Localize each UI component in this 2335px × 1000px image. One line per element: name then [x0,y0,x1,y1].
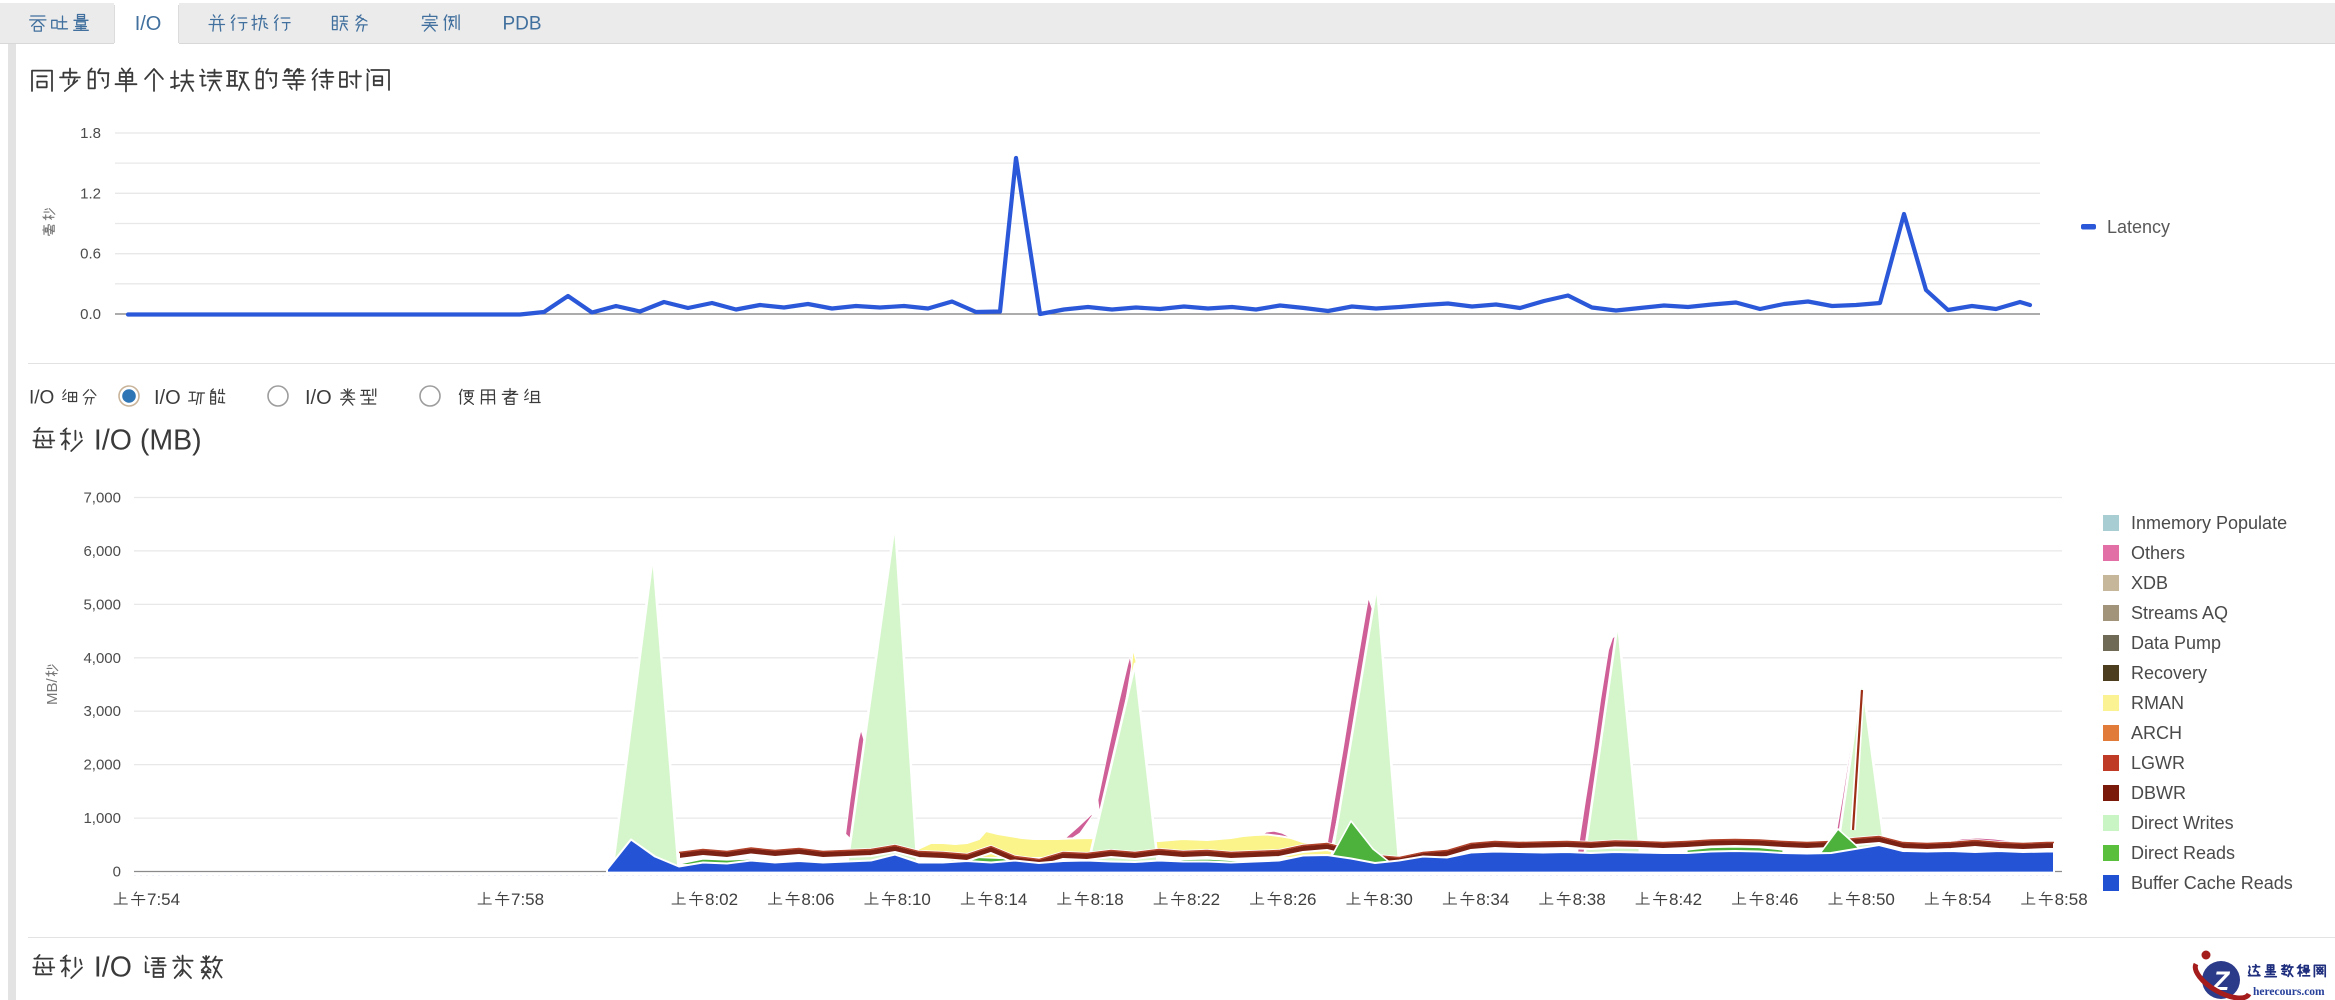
svg-text:Direct Reads: Direct Reads [2131,843,2235,863]
svg-text:0.6: 0.6 [80,246,101,263]
svg-text:8:26: 8:26 [1283,890,1316,909]
svg-text:I/O: I/O [305,387,337,409]
svg-text:8:14: 8:14 [994,890,1027,909]
svg-text:Buffer Cache Reads: Buffer Cache Reads [2131,873,2293,893]
svg-text:I/O: I/O [135,13,162,35]
svg-text:1.8: 1.8 [80,125,101,142]
svg-text:0: 0 [113,864,121,881]
svg-text:7:54: 7:54 [147,890,180,909]
svg-text:8:06: 8:06 [801,890,834,909]
svg-text:8:10: 8:10 [898,890,931,909]
svg-text:1,000: 1,000 [83,810,121,827]
svg-text:5,000: 5,000 [83,596,121,613]
svg-text:8:22: 8:22 [1187,890,1220,909]
svg-text:LGWR: LGWR [2131,753,2185,773]
svg-text:8:18: 8:18 [1091,890,1124,909]
svg-text:Direct Writes: Direct Writes [2131,813,2234,833]
svg-text:8:46: 8:46 [1765,890,1798,909]
svg-text:Recovery: Recovery [2131,663,2207,683]
svg-text:ARCH: ARCH [2131,723,2182,743]
svg-text:Streams AQ: Streams AQ [2131,603,2228,623]
svg-text:3,000: 3,000 [83,703,121,720]
svg-text:8:30: 8:30 [1380,890,1413,909]
svg-text:6,000: 6,000 [83,543,121,560]
svg-text:Others: Others [2131,543,2185,563]
svg-text:2,000: 2,000 [83,757,121,774]
svg-text:8:38: 8:38 [1573,890,1606,909]
svg-text:PDB: PDB [503,14,542,35]
svg-text:DBWR: DBWR [2131,783,2186,803]
svg-text:8:50: 8:50 [1862,890,1895,909]
svg-text:8:34: 8:34 [1476,890,1509,909]
svg-text:RMAN: RMAN [2131,693,2184,713]
svg-text:7,000: 7,000 [83,490,121,507]
svg-text:8:42: 8:42 [1669,890,1702,909]
svg-text:XDB: XDB [2131,573,2168,593]
svg-text:8:54: 8:54 [1958,890,1991,909]
svg-text:Latency: Latency [2107,217,2170,237]
svg-text:I/O: I/O [29,388,60,409]
svg-text:0.0: 0.0 [80,306,101,323]
svg-text:Data Pump: Data Pump [2131,633,2221,653]
svg-text:8:58: 8:58 [2055,890,2088,909]
svg-text:I/O: I/O [86,952,140,984]
svg-text:I/O: I/O [154,387,186,409]
svg-text:4,000: 4,000 [83,650,121,667]
svg-text:herecours.com: herecours.com [2253,986,2325,998]
svg-text:8:02: 8:02 [705,890,738,909]
svg-text:1.2: 1.2 [80,185,101,202]
svg-text:I/O (MB): I/O (MB) [86,425,202,457]
svg-text:Inmemory Populate: Inmemory Populate [2131,513,2287,533]
svg-text:7:58: 7:58 [511,890,544,909]
svg-text:MB/: MB/ [44,678,61,706]
